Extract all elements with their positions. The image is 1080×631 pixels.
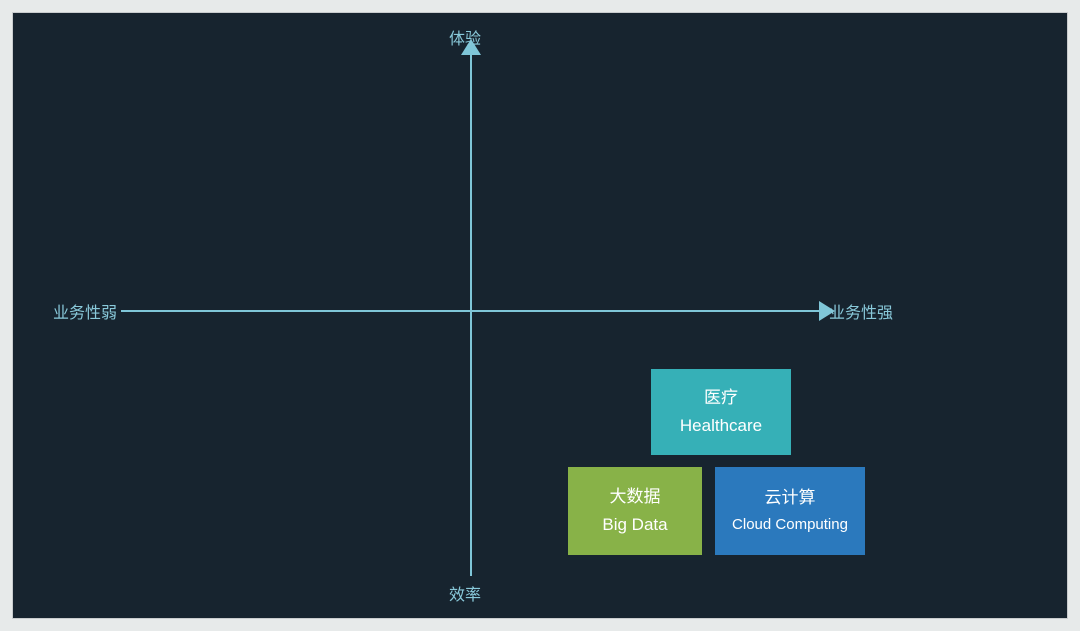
- node-bigdata-title-en: Big Data: [602, 514, 667, 536]
- axis-label-left: 业务性弱: [53, 299, 117, 323]
- node-bigdata-title-zh: 大数据: [610, 486, 661, 508]
- node-healthcare-title-zh: 医疗: [704, 387, 738, 409]
- axis-label-right: 业务性强: [829, 299, 893, 323]
- page-root: 体验 效率 业务性弱 业务性强 医疗 Healthcare 大数据 Big Da…: [0, 0, 1080, 631]
- y-axis-line: [470, 53, 472, 576]
- axis-label-bottom: 效率: [449, 581, 481, 605]
- node-healthcare: 医疗 Healthcare: [651, 369, 791, 455]
- x-axis-line: [121, 310, 821, 312]
- node-cloud: 云计算 Cloud Computing: [715, 467, 865, 555]
- node-cloud-title-zh: 云计算: [765, 487, 816, 509]
- quadrant-panel: 体验 效率 业务性弱 业务性强 医疗 Healthcare 大数据 Big Da…: [12, 12, 1068, 619]
- node-bigdata: 大数据 Big Data: [568, 467, 702, 555]
- node-healthcare-title-en: Healthcare: [680, 415, 762, 437]
- axis-label-top: 体验: [449, 25, 481, 49]
- node-cloud-title-en: Cloud Computing: [732, 515, 848, 535]
